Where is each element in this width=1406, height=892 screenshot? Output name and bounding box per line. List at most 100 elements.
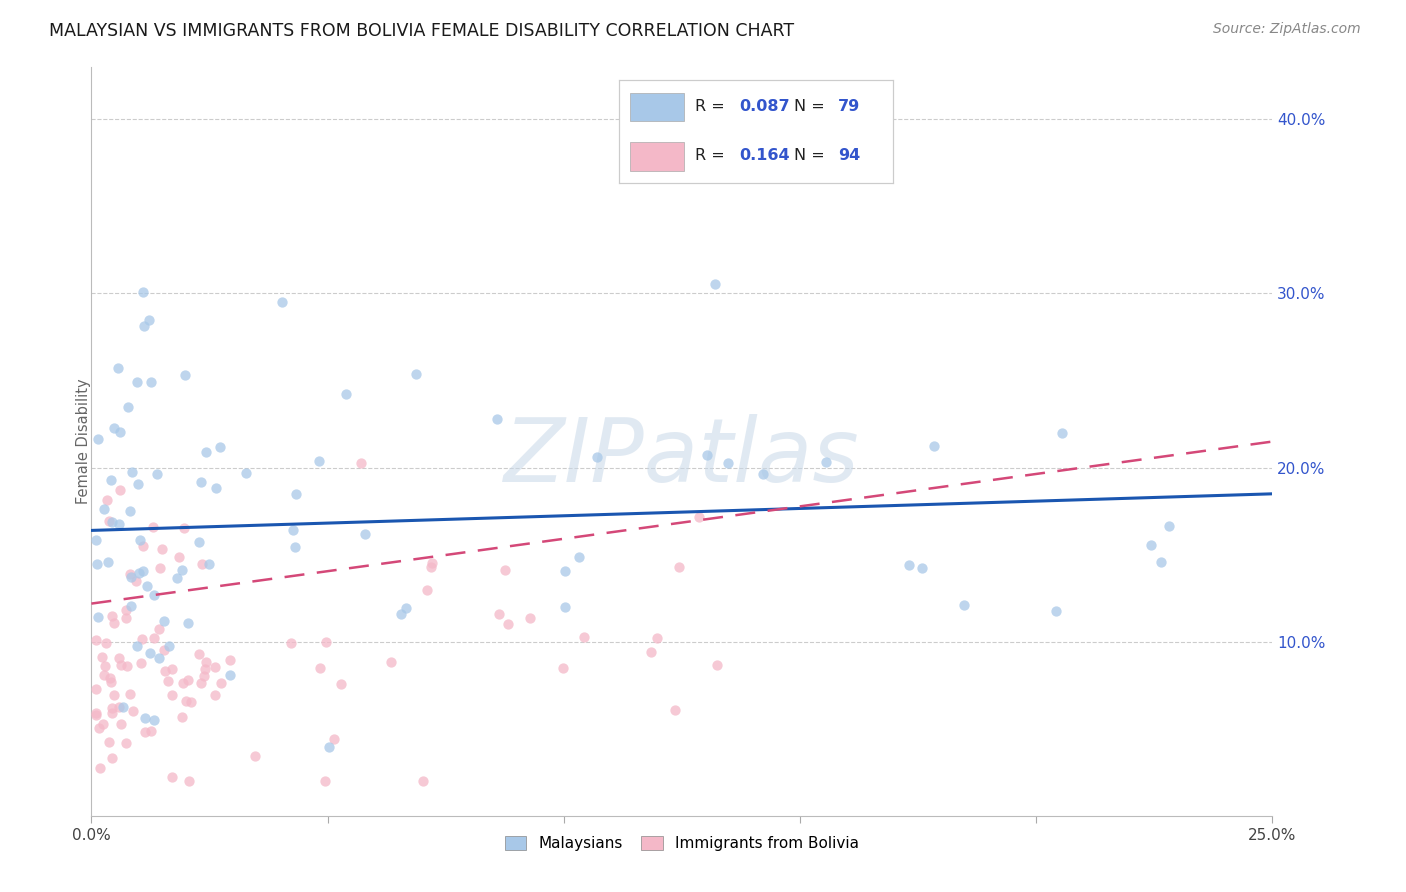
Point xyxy=(389,607,412,622)
Point xyxy=(84,708,107,723)
Point xyxy=(121,704,143,718)
Point xyxy=(121,465,143,479)
Point xyxy=(135,579,157,593)
Point xyxy=(101,515,124,529)
Point xyxy=(405,367,427,381)
Text: 0.164: 0.164 xyxy=(740,148,790,163)
Point xyxy=(551,660,574,674)
Point xyxy=(160,771,183,785)
Point xyxy=(585,450,607,464)
Point xyxy=(166,570,188,584)
Point xyxy=(97,556,120,570)
Point xyxy=(138,313,160,327)
Point xyxy=(110,657,132,672)
Point xyxy=(84,681,107,696)
Point xyxy=(112,700,135,714)
Text: 94: 94 xyxy=(838,148,860,163)
Point xyxy=(142,520,165,534)
Point xyxy=(177,615,200,630)
Point xyxy=(193,669,215,683)
Point xyxy=(139,646,162,660)
Point xyxy=(131,564,153,578)
Text: R =: R = xyxy=(696,99,730,114)
Point xyxy=(152,642,174,657)
Point xyxy=(101,706,124,721)
Point xyxy=(314,774,336,789)
Point xyxy=(91,716,114,731)
Point xyxy=(120,570,142,584)
Point xyxy=(146,467,169,482)
Point xyxy=(1045,604,1067,618)
Point xyxy=(519,611,541,625)
Point xyxy=(156,673,179,688)
Point xyxy=(204,660,226,674)
Text: 0.087: 0.087 xyxy=(740,99,790,114)
Point xyxy=(148,650,170,665)
Point xyxy=(395,601,418,615)
Point xyxy=(284,487,307,501)
Point xyxy=(323,732,346,747)
Point xyxy=(174,368,197,383)
Point xyxy=(898,558,921,572)
Point xyxy=(143,714,166,728)
Point xyxy=(688,509,710,524)
Point xyxy=(160,688,183,702)
Point xyxy=(315,635,337,649)
Point xyxy=(153,664,176,678)
Bar xyxy=(630,142,685,170)
Text: N =: N = xyxy=(794,99,830,114)
Point xyxy=(412,774,434,789)
Point xyxy=(243,748,266,763)
Point xyxy=(120,567,142,582)
Point xyxy=(120,504,142,518)
Point xyxy=(110,716,132,731)
Point xyxy=(94,659,117,673)
Point xyxy=(148,622,170,636)
Point xyxy=(115,603,138,617)
Point xyxy=(93,667,115,681)
Point xyxy=(640,645,662,659)
Point xyxy=(1149,555,1171,569)
Legend: Malaysians, Immigrants from Bolivia: Malaysians, Immigrants from Bolivia xyxy=(499,830,865,857)
Point xyxy=(142,631,165,645)
Point xyxy=(420,560,443,574)
Point xyxy=(84,633,107,648)
Point xyxy=(103,421,125,435)
Point xyxy=(110,425,132,440)
Point xyxy=(125,574,148,588)
Point xyxy=(354,527,377,541)
Point xyxy=(219,653,242,667)
Point xyxy=(922,439,945,453)
Point xyxy=(101,751,124,765)
Point xyxy=(93,502,115,516)
Point xyxy=(96,492,118,507)
Point xyxy=(752,467,775,482)
Point xyxy=(117,400,139,414)
Point xyxy=(98,735,121,749)
Point xyxy=(107,361,129,376)
Point xyxy=(485,412,508,426)
Point xyxy=(204,689,226,703)
Point xyxy=(98,671,121,685)
Point xyxy=(280,636,302,650)
Point xyxy=(162,663,184,677)
Point xyxy=(173,521,195,535)
Point xyxy=(125,376,148,390)
Point xyxy=(169,549,191,564)
Point xyxy=(115,736,138,750)
Point xyxy=(198,558,221,572)
Text: Source: ZipAtlas.com: Source: ZipAtlas.com xyxy=(1213,22,1361,37)
Point xyxy=(100,609,122,624)
Text: 79: 79 xyxy=(838,99,860,114)
Point xyxy=(118,687,141,701)
Point xyxy=(205,481,228,495)
Point xyxy=(159,639,181,653)
Point xyxy=(1140,538,1163,552)
Point xyxy=(309,660,332,674)
Point xyxy=(191,558,214,572)
Point xyxy=(281,524,304,538)
Point xyxy=(209,440,232,454)
Point xyxy=(177,673,200,688)
Point xyxy=(416,582,439,597)
Point xyxy=(103,615,125,630)
